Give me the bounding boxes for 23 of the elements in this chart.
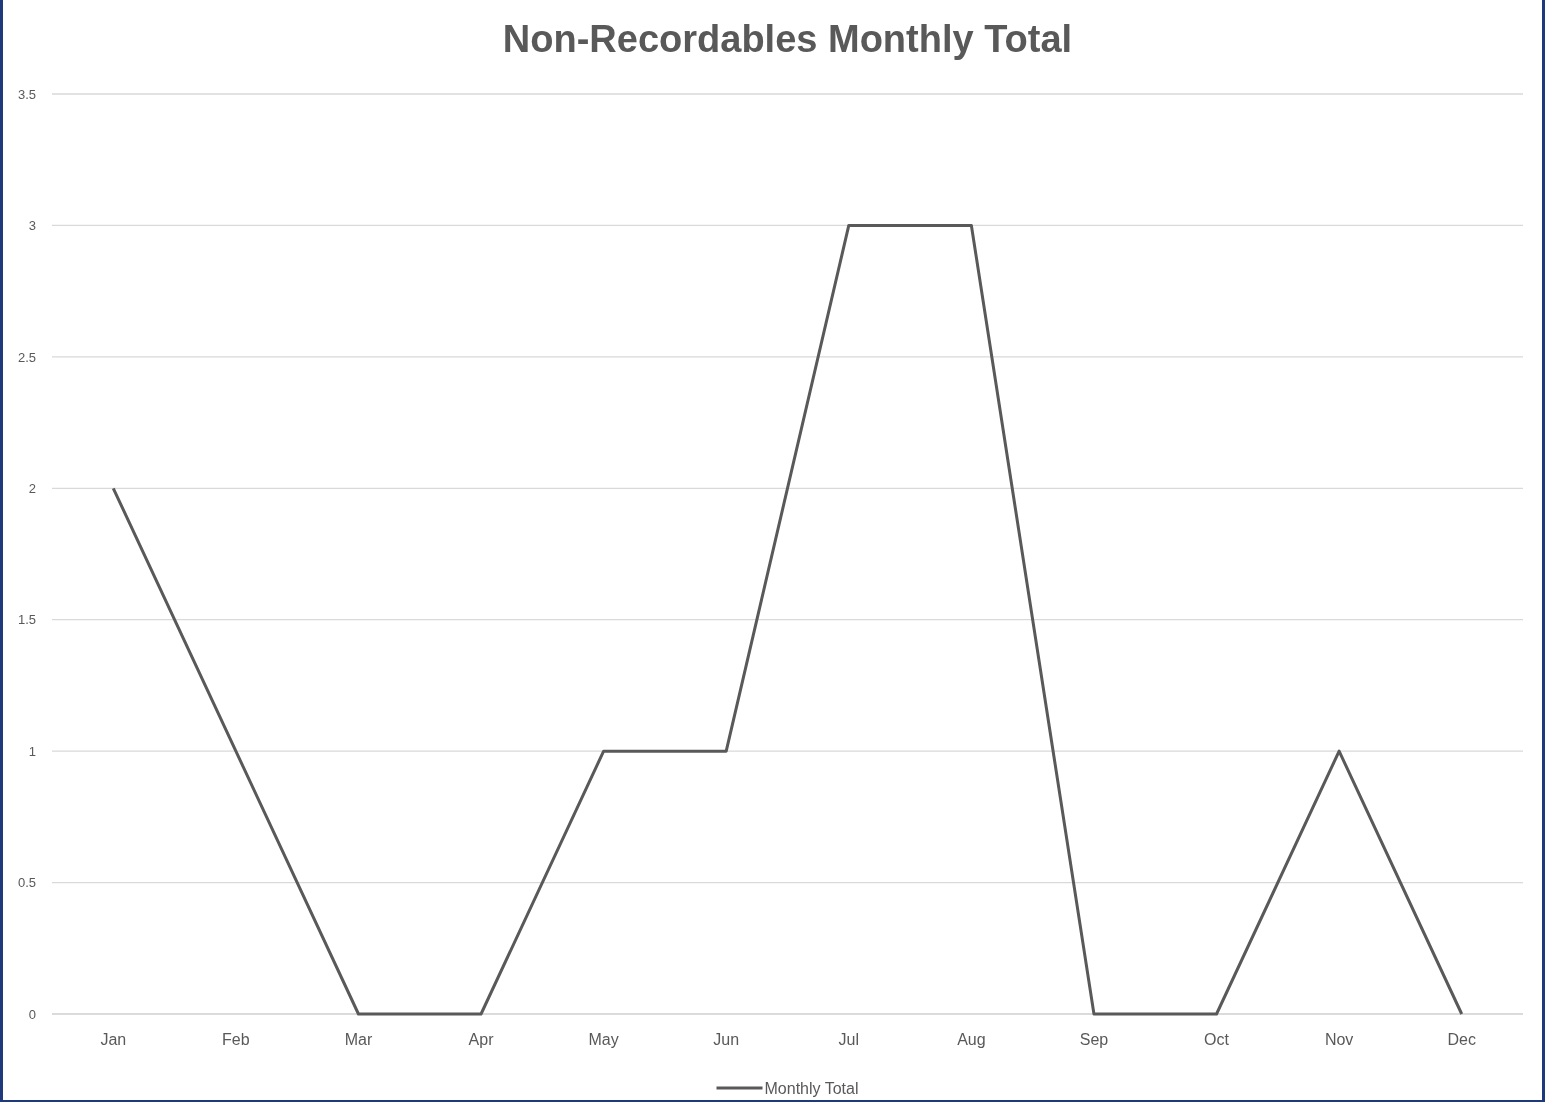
y-tick-label: 1.5 (17, 612, 36, 628)
y-tick-label: 0.5 (17, 875, 36, 891)
line-series (111, 223, 1464, 1016)
y-tick-label: 2 (28, 480, 36, 496)
y-tick-label: 2.5 (17, 349, 36, 365)
x-tick-label: Jun (713, 1031, 740, 1049)
y-tick-label: 3 (28, 218, 36, 234)
y-tick-label: 0 (28, 1006, 36, 1022)
legend-label: Monthly Total (764, 1080, 859, 1097)
x-tick-label: Nov (1324, 1031, 1354, 1049)
x-tick-label: Jul (838, 1031, 860, 1049)
y-tick-label: 3.5 (17, 86, 36, 102)
x-tick-label: May (588, 1031, 619, 1049)
x-tick-label: Jan (100, 1031, 127, 1049)
x-tick-label: Feb (222, 1031, 250, 1049)
x-tick-label: Sep (1079, 1031, 1109, 1049)
chart-title: Non-Recordables Monthly Total (502, 18, 1073, 60)
x-tick-label: Apr (468, 1031, 495, 1049)
x-tick-label: Oct (1204, 1031, 1230, 1049)
x-tick-label: Dec (1447, 1031, 1476, 1049)
x-tick-label: Aug (957, 1031, 986, 1049)
y-tick-label: 1 (28, 743, 36, 759)
x-tick-label: Mar (344, 1031, 373, 1049)
